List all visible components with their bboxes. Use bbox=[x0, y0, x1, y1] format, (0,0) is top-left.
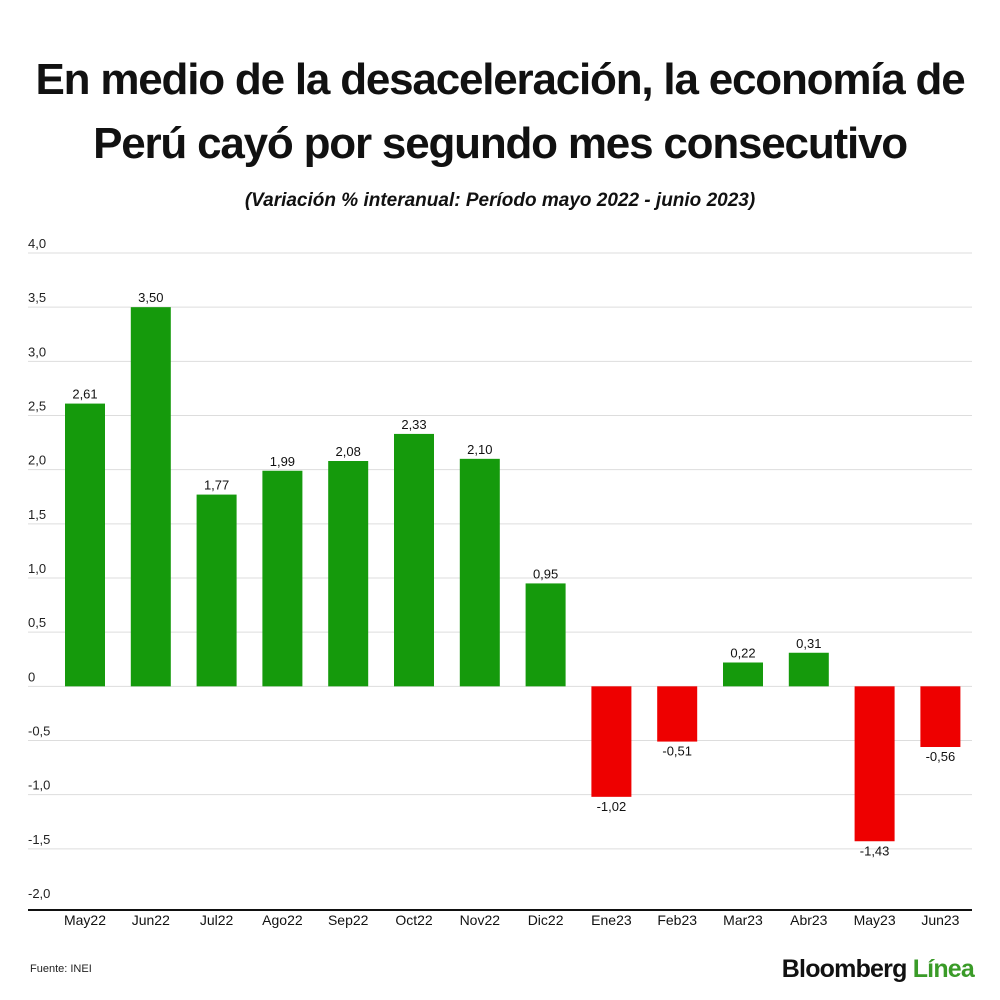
bar bbox=[394, 433, 434, 687]
bar bbox=[854, 686, 895, 842]
value-label: 1,77 bbox=[204, 478, 229, 493]
x-tick-label: Jun22 bbox=[132, 912, 170, 928]
y-tick-label: -0,5 bbox=[28, 724, 50, 739]
logo-part1: Bloomberg bbox=[781, 955, 908, 983]
y-tick-label: 1,5 bbox=[28, 507, 46, 522]
bar bbox=[196, 494, 237, 687]
y-tick-label: -1,0 bbox=[28, 778, 50, 793]
y-tick-label: 0,5 bbox=[28, 615, 46, 630]
value-label: -0,51 bbox=[662, 744, 692, 759]
bar bbox=[328, 461, 369, 687]
x-tick-label: Jun23 bbox=[921, 912, 959, 928]
value-label: 0,31 bbox=[796, 636, 821, 651]
chart-title-line2: Perú cayó por segundo mes consecutivo bbox=[93, 119, 908, 168]
y-tick-label: 1,0 bbox=[28, 561, 46, 576]
y-tick-label: 4,0 bbox=[28, 236, 46, 251]
y-tick-label: 0 bbox=[28, 669, 35, 684]
bar bbox=[591, 686, 632, 797]
logo-part2: Línea bbox=[912, 955, 975, 983]
bar bbox=[262, 470, 303, 687]
bar bbox=[65, 403, 105, 687]
bar bbox=[525, 583, 566, 687]
bar bbox=[788, 652, 829, 687]
x-tick-label: May22 bbox=[64, 912, 106, 928]
value-label: -1,43 bbox=[860, 843, 890, 858]
value-label: 2,08 bbox=[336, 444, 361, 459]
x-tick-label: Feb23 bbox=[657, 912, 697, 928]
value-label: 1,99 bbox=[270, 454, 295, 469]
chart-title: En medio de la desaceleración, la econom… bbox=[0, 48, 1000, 176]
x-tick-label: Jul22 bbox=[200, 912, 234, 928]
bar bbox=[459, 458, 500, 687]
chart-subtitle: (Variación % interanual: Período mayo 20… bbox=[244, 190, 756, 211]
y-tick-label: 3,0 bbox=[28, 344, 46, 359]
value-label: -1,02 bbox=[597, 799, 627, 814]
value-label: 2,33 bbox=[401, 417, 426, 432]
source-note: Fuente: INEI bbox=[30, 963, 92, 975]
y-tick-label: -2,0 bbox=[28, 886, 50, 901]
bar bbox=[723, 662, 763, 687]
x-tick-label: Abr23 bbox=[790, 912, 828, 928]
x-tick-label: Ene23 bbox=[591, 912, 632, 928]
value-label: 0,22 bbox=[730, 646, 755, 661]
chart-title-line1: En medio de la desaceleración, la econom… bbox=[35, 55, 965, 104]
bar bbox=[920, 686, 961, 747]
bar bbox=[130, 307, 171, 687]
bar bbox=[657, 686, 698, 742]
value-label: 2,10 bbox=[467, 442, 492, 457]
bloomberg-linea-logo: Bloomberg Línea bbox=[781, 955, 975, 984]
x-tick-label: Ago22 bbox=[262, 912, 303, 928]
x-tick-label: Dic22 bbox=[528, 912, 564, 928]
value-label: 2,61 bbox=[72, 387, 97, 402]
y-tick-label: -1,5 bbox=[28, 832, 50, 847]
value-label: 3,50 bbox=[138, 290, 163, 305]
x-tick-label: Mar23 bbox=[723, 912, 763, 928]
y-tick-label: 3,5 bbox=[28, 290, 46, 305]
x-tick-label: Sep22 bbox=[328, 912, 369, 928]
y-tick-label: 2,0 bbox=[28, 453, 46, 468]
value-label: 0,95 bbox=[533, 566, 558, 581]
value-label: -0,56 bbox=[926, 749, 956, 764]
x-tick-label: Nov22 bbox=[460, 912, 501, 928]
y-tick-label: 2,5 bbox=[28, 399, 46, 414]
x-tick-label: May23 bbox=[854, 912, 896, 928]
x-tick-label: Oct22 bbox=[395, 912, 433, 928]
